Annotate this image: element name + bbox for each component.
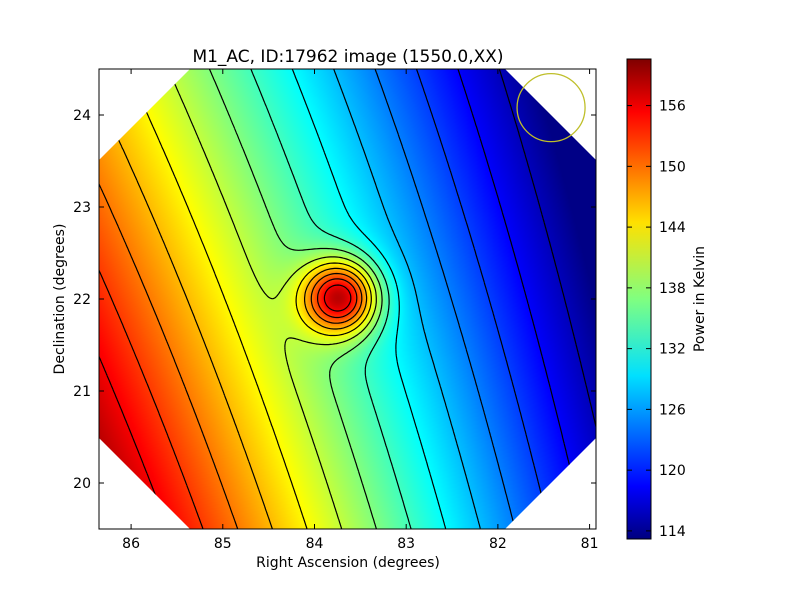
colorbar-tick-label: 120	[659, 463, 686, 479]
x-tick-label: 84	[306, 536, 324, 552]
y-axis-ticks: 20 21 22 23 24	[73, 108, 596, 492]
beam-circle	[516, 72, 586, 143]
y-tick-label: 20	[73, 476, 91, 492]
heatmap-image	[99, 69, 596, 529]
colorbar-ticks: 114 120 126 132 138 144 150 156	[627, 99, 686, 540]
colorbar-tick-label: 156	[659, 99, 686, 115]
chart-title: M1_AC, ID:17962 image (1550.0,XX)	[192, 47, 503, 67]
colorbar-tick-label: 144	[659, 220, 686, 236]
colorbar-tick-label: 114	[659, 524, 686, 540]
contour-line	[415, 69, 551, 529]
contour-line	[374, 69, 516, 529]
x-axis-ticks: 86 85 84 83 82 81	[122, 69, 598, 552]
y-tick-label: 24	[73, 108, 91, 124]
colorbar	[626, 58, 652, 540]
x-tick-label: 85	[214, 536, 232, 552]
contour-line	[208, 69, 383, 529]
colorbar-tick-label: 138	[659, 281, 686, 297]
colorbar-tick-label: 150	[659, 159, 686, 175]
y-tick-label: 22	[73, 292, 91, 308]
y-tick-label: 23	[73, 200, 91, 216]
x-tick-label: 82	[489, 536, 507, 552]
x-axis-label: Right Ascension (degrees)	[256, 555, 440, 571]
heatmap-raster	[99, 69, 596, 529]
colorbar-tick-label: 132	[659, 342, 686, 358]
colorbar-label: Power in Kelvin	[692, 246, 708, 352]
contour-line	[333, 69, 481, 529]
contour-lines	[99, 69, 596, 529]
x-tick-label: 81	[581, 536, 599, 552]
colorbar-tick-label: 126	[659, 402, 686, 418]
y-tick-label: 21	[73, 384, 91, 400]
x-tick-label: 86	[122, 536, 140, 552]
x-tick-label: 83	[397, 536, 415, 552]
contour-line	[250, 69, 412, 529]
contour-line	[498, 69, 596, 427]
y-axis-label: Declination (degrees)	[52, 224, 68, 375]
